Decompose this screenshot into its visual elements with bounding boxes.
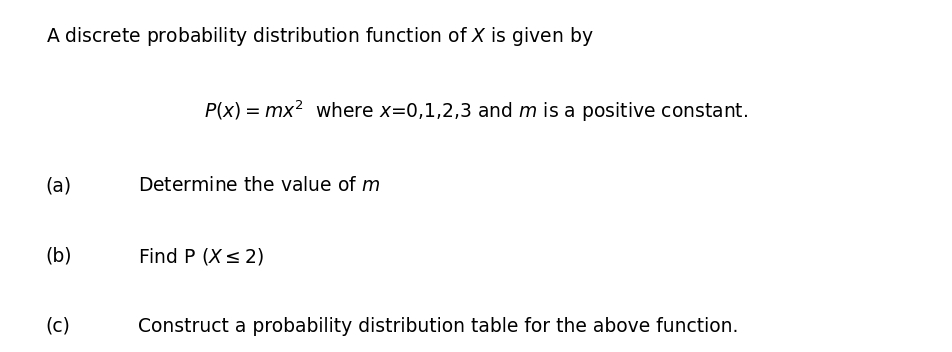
Text: (c): (c) xyxy=(46,317,70,336)
Text: (a): (a) xyxy=(46,176,71,195)
Text: $P(x) = mx^2$  where $x$=0,1,2,3 and $m$ is a positive constant.: $P(x) = mx^2$ where $x$=0,1,2,3 and $m$ … xyxy=(204,99,748,124)
Text: Construct a probability distribution table for the above function.: Construct a probability distribution tab… xyxy=(138,317,738,336)
Text: (b): (b) xyxy=(46,246,72,265)
Text: Determine the value of $m$: Determine the value of $m$ xyxy=(138,176,380,195)
Text: A discrete probability distribution function of $X$ is given by: A discrete probability distribution func… xyxy=(46,25,593,48)
Text: Find P ($X \leq 2$): Find P ($X \leq 2$) xyxy=(138,246,264,268)
